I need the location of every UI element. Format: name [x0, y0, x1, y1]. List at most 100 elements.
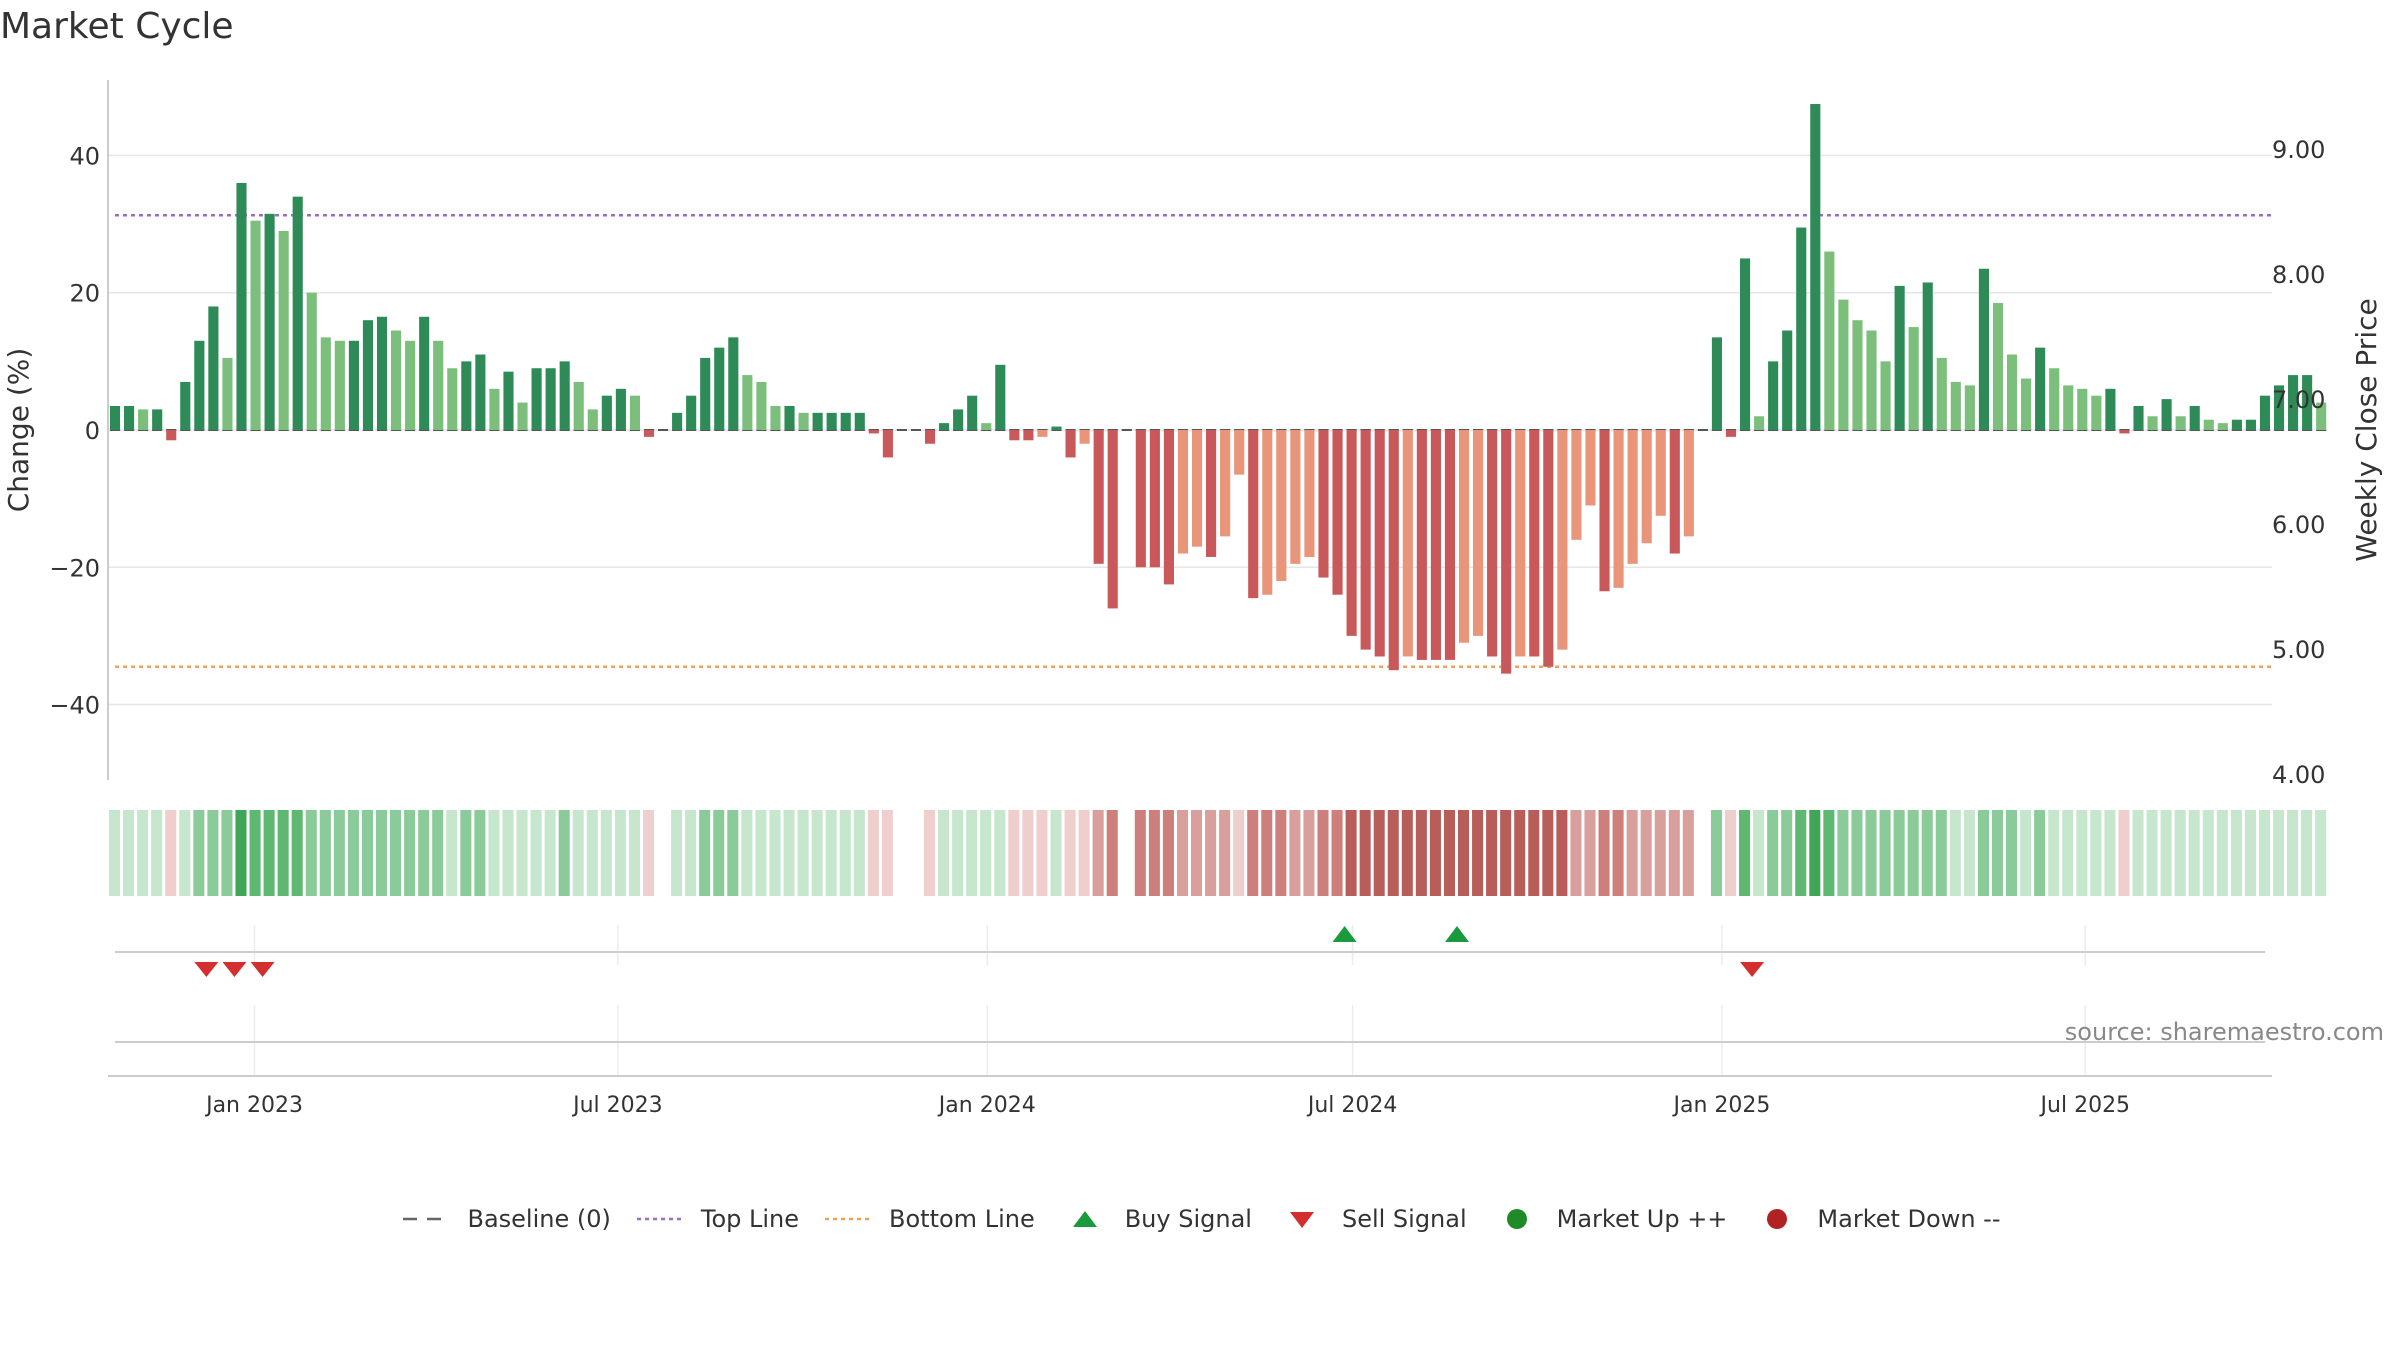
legend-item: Buy Signal	[1057, 1205, 1252, 1233]
change-bar	[1964, 385, 1975, 430]
x-tick-label: Jan 2025	[1672, 1093, 1771, 1118]
change-bar	[1739, 258, 1751, 430]
change-bar	[2161, 399, 2172, 430]
heatmap-cell	[2048, 810, 2060, 896]
heatmap-cell	[460, 810, 472, 896]
heatmap-cell	[1036, 810, 1048, 896]
change-bar	[1206, 430, 1217, 557]
x-tick-label: Jul 2024	[1306, 1093, 1398, 1118]
change-bar	[1009, 430, 1020, 441]
legend: Baseline (0) Top Line Bottom Line Buy Signa…	[0, 1205, 2400, 1233]
heatmap-cell	[783, 810, 795, 896]
change-bar	[981, 423, 992, 430]
change-bar	[1374, 430, 1385, 657]
heatmap-cell	[909, 810, 922, 896]
heatmap-cell	[2020, 810, 2032, 896]
change-bar	[152, 409, 163, 430]
heatmap-cell	[530, 810, 542, 896]
change-bar	[1557, 430, 1568, 650]
heatmap-cell	[1148, 810, 1160, 896]
change-bar	[278, 230, 289, 430]
heatmap-cell	[1008, 810, 1020, 896]
change-bar	[939, 423, 950, 430]
change-bar	[840, 412, 851, 430]
change-bar	[475, 354, 486, 430]
heatmap-cell	[1134, 810, 1146, 896]
change-bar	[222, 357, 233, 430]
heatmap-cell	[333, 810, 345, 896]
change-bar	[1473, 430, 1484, 636]
heatmap-cell	[1781, 810, 1793, 896]
change-bar	[601, 395, 612, 430]
heatmap-cell	[361, 810, 373, 896]
change-bar	[391, 330, 402, 430]
y-tick-label: 40	[69, 142, 100, 170]
change-bar	[194, 340, 205, 430]
y-tick-label: 0	[85, 417, 100, 445]
y2-axis-title: Weekly Close Price	[2350, 298, 2383, 561]
change-bar	[376, 316, 388, 430]
heatmap-cell	[1514, 810, 1526, 896]
change-bar	[643, 430, 655, 437]
sell-signal-marker	[250, 962, 275, 977]
change-bar	[1177, 430, 1189, 554]
heatmap-cell	[516, 810, 528, 896]
change-bar	[812, 412, 823, 430]
change-bar	[2273, 385, 2285, 430]
change-bar	[1191, 430, 1203, 547]
heatmap-cell	[137, 810, 149, 896]
change-bar	[1037, 430, 1048, 437]
change-bar	[419, 316, 430, 430]
y2-tick-label: 5.00	[2272, 636, 2325, 664]
change-bar	[362, 320, 374, 430]
change-bar	[714, 347, 725, 430]
heatmap-cell	[1865, 810, 1877, 896]
heatmap-cell	[1753, 810, 1765, 896]
change-bar	[250, 220, 261, 430]
change-bar	[433, 340, 444, 430]
heatmap-cell	[1373, 810, 1385, 896]
heatmap-cell	[2258, 810, 2270, 896]
x-tick-label: Jan 2024	[937, 1093, 1036, 1118]
heatmap-cell	[1233, 810, 1245, 896]
heatmap-cell	[952, 810, 964, 896]
heatmap-cell	[1486, 810, 1498, 896]
change-bar	[2006, 354, 2018, 430]
change-bar	[2259, 395, 2271, 430]
x-tick-label: Jan 2023	[204, 1093, 303, 1118]
change-bar	[1051, 426, 1062, 430]
heatmap-cell	[2160, 810, 2172, 896]
heatmap-cell	[1443, 810, 1455, 896]
legend-swatch	[1072, 1211, 1097, 1227]
legend-item: Bottom Line	[821, 1205, 1035, 1233]
heatmap-cell	[1823, 810, 1835, 896]
heatmap-cell	[586, 810, 598, 896]
change-bar	[1318, 430, 1329, 578]
legend-circle-icon	[1506, 1209, 1527, 1229]
change-bar	[180, 381, 191, 430]
change-bar	[1922, 282, 1933, 430]
heatmap-cell	[1176, 810, 1188, 896]
heatmap-cell	[797, 810, 809, 896]
change-bar	[1023, 430, 1034, 441]
heatmap-cell	[994, 810, 1006, 896]
buy-signal-marker	[1332, 926, 1357, 942]
change-bar	[1107, 430, 1118, 609]
y2-tick-label: 7.00	[2272, 386, 2325, 414]
heatmap-cell	[2090, 810, 2102, 896]
heatmap-cell	[853, 810, 865, 896]
change-bar	[1768, 361, 1779, 430]
change-bar	[1402, 430, 1413, 657]
heatmap-cell	[2104, 810, 2116, 896]
heatmap-cell	[685, 810, 697, 896]
heatmap-cell	[305, 810, 317, 896]
change-bar	[1950, 381, 1961, 430]
heatmap-cell	[2146, 810, 2158, 896]
change-bar	[1992, 303, 2004, 430]
heatmap-cell	[1556, 810, 1568, 896]
heatmap-cell	[938, 810, 950, 896]
heatmap-cell	[1598, 810, 1610, 896]
heatmap-cell	[1809, 810, 1821, 896]
change-bar	[1908, 327, 1919, 430]
